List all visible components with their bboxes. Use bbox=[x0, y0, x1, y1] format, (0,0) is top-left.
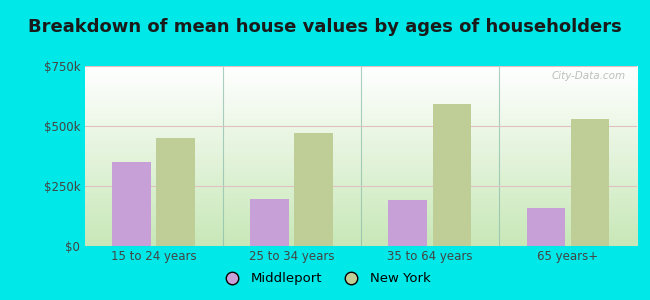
Text: City-Data.com: City-Data.com bbox=[552, 71, 626, 81]
Text: Breakdown of mean house values by ages of householders: Breakdown of mean house values by ages o… bbox=[28, 18, 622, 36]
Bar bbox=[294, 133, 333, 246]
Bar bbox=[433, 104, 471, 246]
Bar bbox=[571, 119, 610, 246]
Bar bbox=[250, 199, 289, 246]
Bar bbox=[156, 138, 195, 246]
Bar bbox=[389, 200, 427, 246]
Bar bbox=[112, 162, 151, 246]
Legend: Middleport, New York: Middleport, New York bbox=[214, 267, 436, 290]
Bar bbox=[526, 208, 565, 246]
